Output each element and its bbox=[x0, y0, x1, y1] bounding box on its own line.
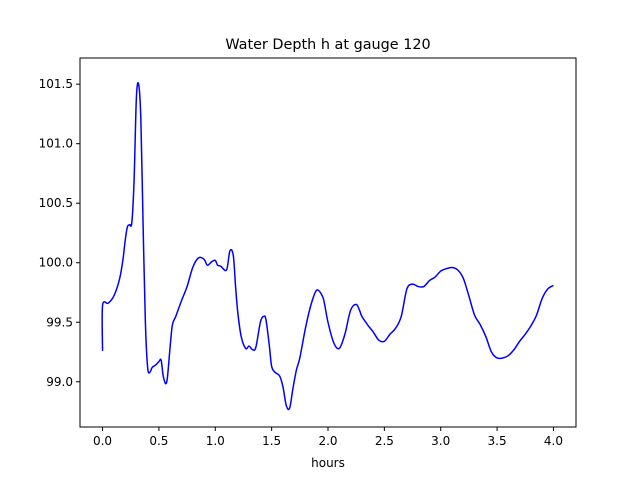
y-tick-label: 101.5 bbox=[39, 77, 73, 91]
y-tick-label: 101.0 bbox=[39, 137, 73, 151]
y-axis: 99.0 99.5 100.0 100.5 101.0 101.5 bbox=[39, 77, 80, 389]
x-tick-label: 1.0 bbox=[206, 434, 225, 448]
y-tick-label: 99.0 bbox=[46, 375, 73, 389]
y-tick-label: 100.5 bbox=[39, 196, 73, 210]
x-tick-label: 2.5 bbox=[375, 434, 394, 448]
x-tick-label: 4.0 bbox=[544, 434, 563, 448]
y-tick-label: 99.5 bbox=[46, 315, 73, 329]
x-tick-label: 3.0 bbox=[431, 434, 450, 448]
x-tick-label: 1.5 bbox=[262, 434, 281, 448]
x-tick-label: 3.5 bbox=[488, 434, 507, 448]
x-tick-label: 0.5 bbox=[149, 434, 168, 448]
x-tick-label: 2.0 bbox=[318, 434, 337, 448]
chart-title: Water Depth h at gauge 120 bbox=[225, 37, 430, 53]
x-axis: 0.0 0.5 1.0 1.5 2.0 2.5 3.0 3.5 4.0 bbox=[93, 427, 563, 448]
x-axis-label: hours bbox=[311, 456, 345, 470]
y-tick-label: 100.0 bbox=[39, 256, 73, 270]
series-layer bbox=[101, 81, 554, 411]
series-line bbox=[101, 81, 554, 411]
x-tick-label: 0.0 bbox=[93, 434, 112, 448]
